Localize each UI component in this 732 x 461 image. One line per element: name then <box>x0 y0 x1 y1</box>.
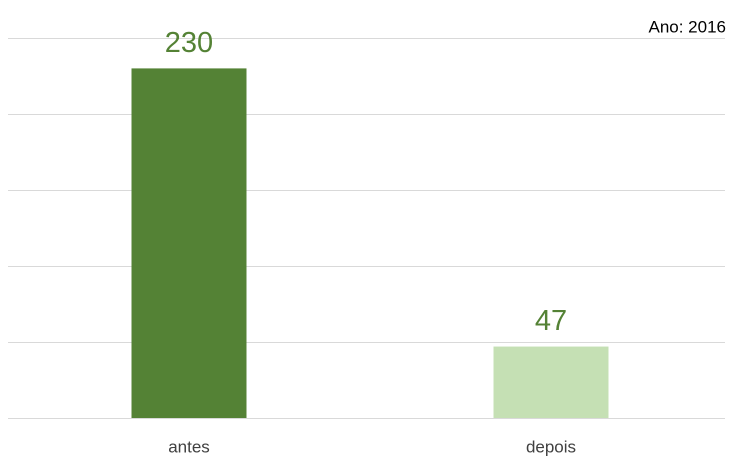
bar <box>493 346 609 418</box>
bar <box>131 68 247 419</box>
data-label: 230 <box>165 27 213 59</box>
annotation: Ano: 2016 <box>648 17 726 36</box>
x-tick-label: antes <box>168 437 210 456</box>
data-label: 47 <box>535 305 567 337</box>
x-tick-label: depois <box>526 437 576 456</box>
